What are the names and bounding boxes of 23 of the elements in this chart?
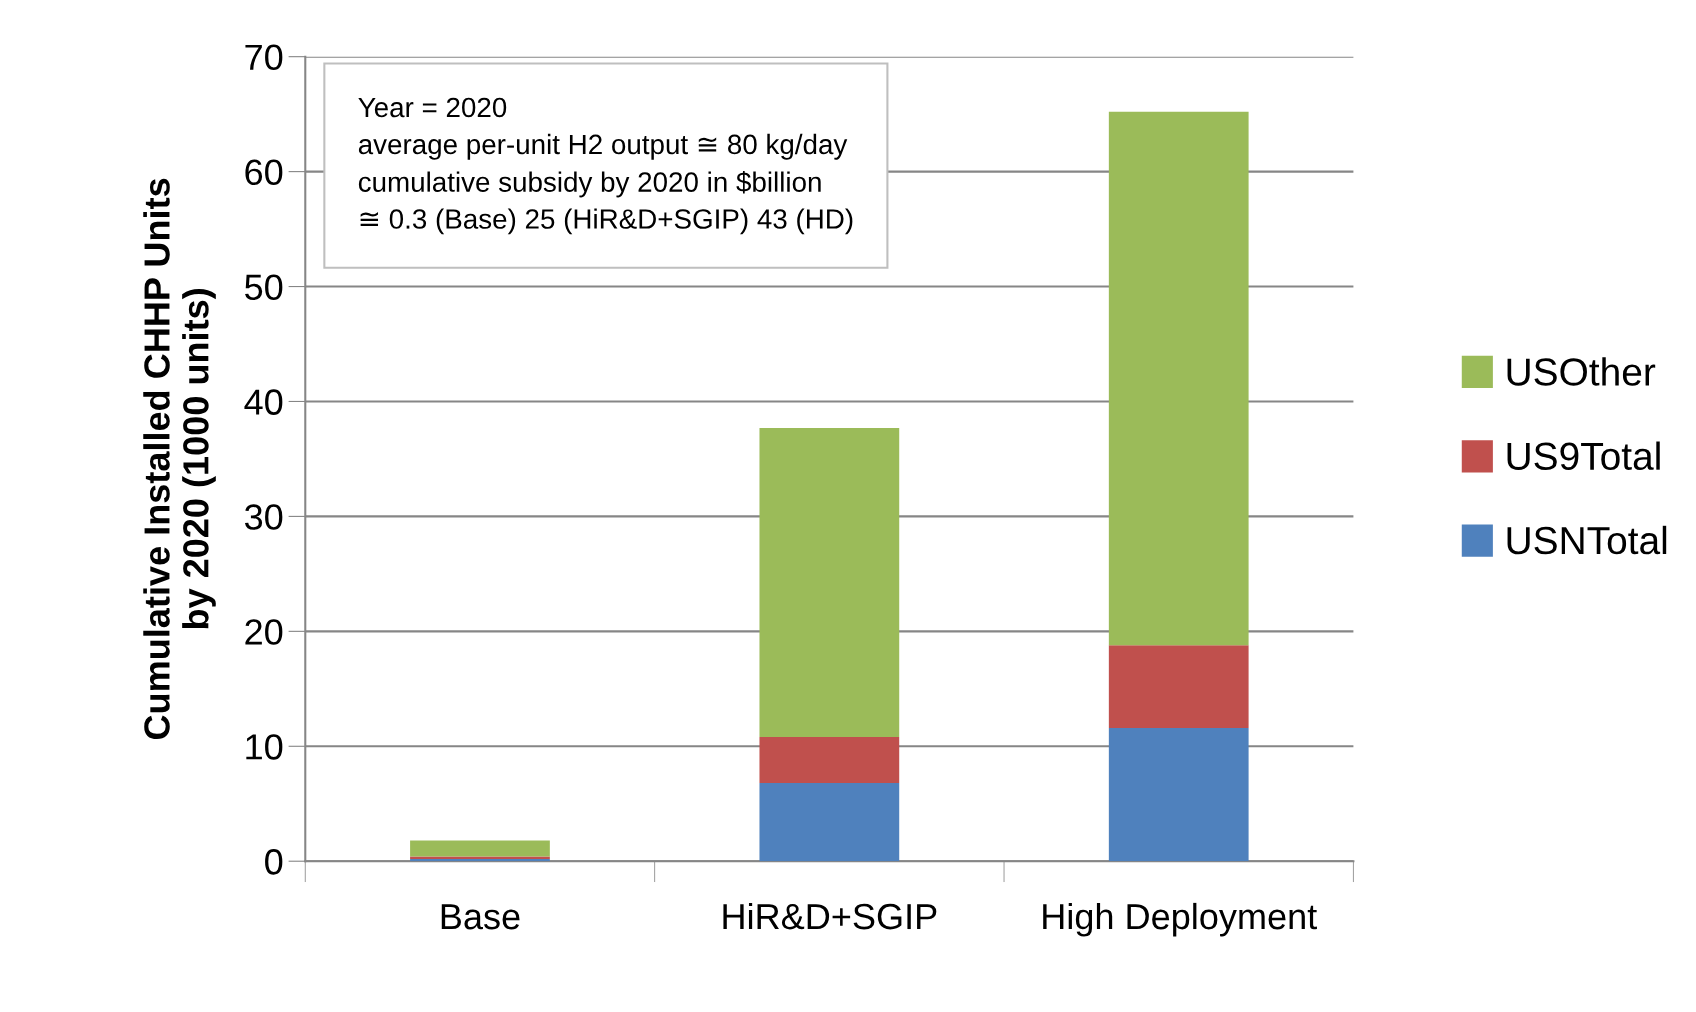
y-tick-label: 30 (244, 504, 283, 530)
bar (759, 737, 900, 784)
legend-label: USNTotal (1507, 525, 1667, 555)
y-tick-label: 10 (246, 734, 283, 760)
bar (410, 840, 550, 857)
y-axis-title: Cumulative Installed CHHP Units by 2020 (1000 units) (143, 178, 216, 740)
y-tick-label: 70 (245, 44, 283, 71)
x-tick-label: Base (441, 904, 520, 930)
y-tick-label: 20 (245, 619, 283, 645)
bar (759, 427, 900, 738)
annotation: Year = 2020 average per-unit H2 output ≅ 80 kg/day cumulative subsidy by 2020 in $billion ≅ 0.3 (Base) 25 (HiR&D+SGIP) 43 (HD) (358, 97, 853, 235)
x-tick-label: HiR&D+SGIP (723, 902, 937, 930)
legend-label: USOther (1507, 357, 1656, 386)
bar (1108, 727, 1249, 862)
y-tick-label: 60 (245, 159, 283, 186)
y-tick-label: 50 (245, 274, 283, 300)
bar (1108, 111, 1249, 646)
legend-label: US9Total (1507, 441, 1660, 471)
y-tick-label: 0 (265, 849, 283, 875)
x-tick-label: High Deployment (1043, 902, 1317, 937)
bar (1108, 645, 1249, 728)
y-tick-label: 40 (244, 389, 283, 415)
bar (759, 783, 900, 862)
